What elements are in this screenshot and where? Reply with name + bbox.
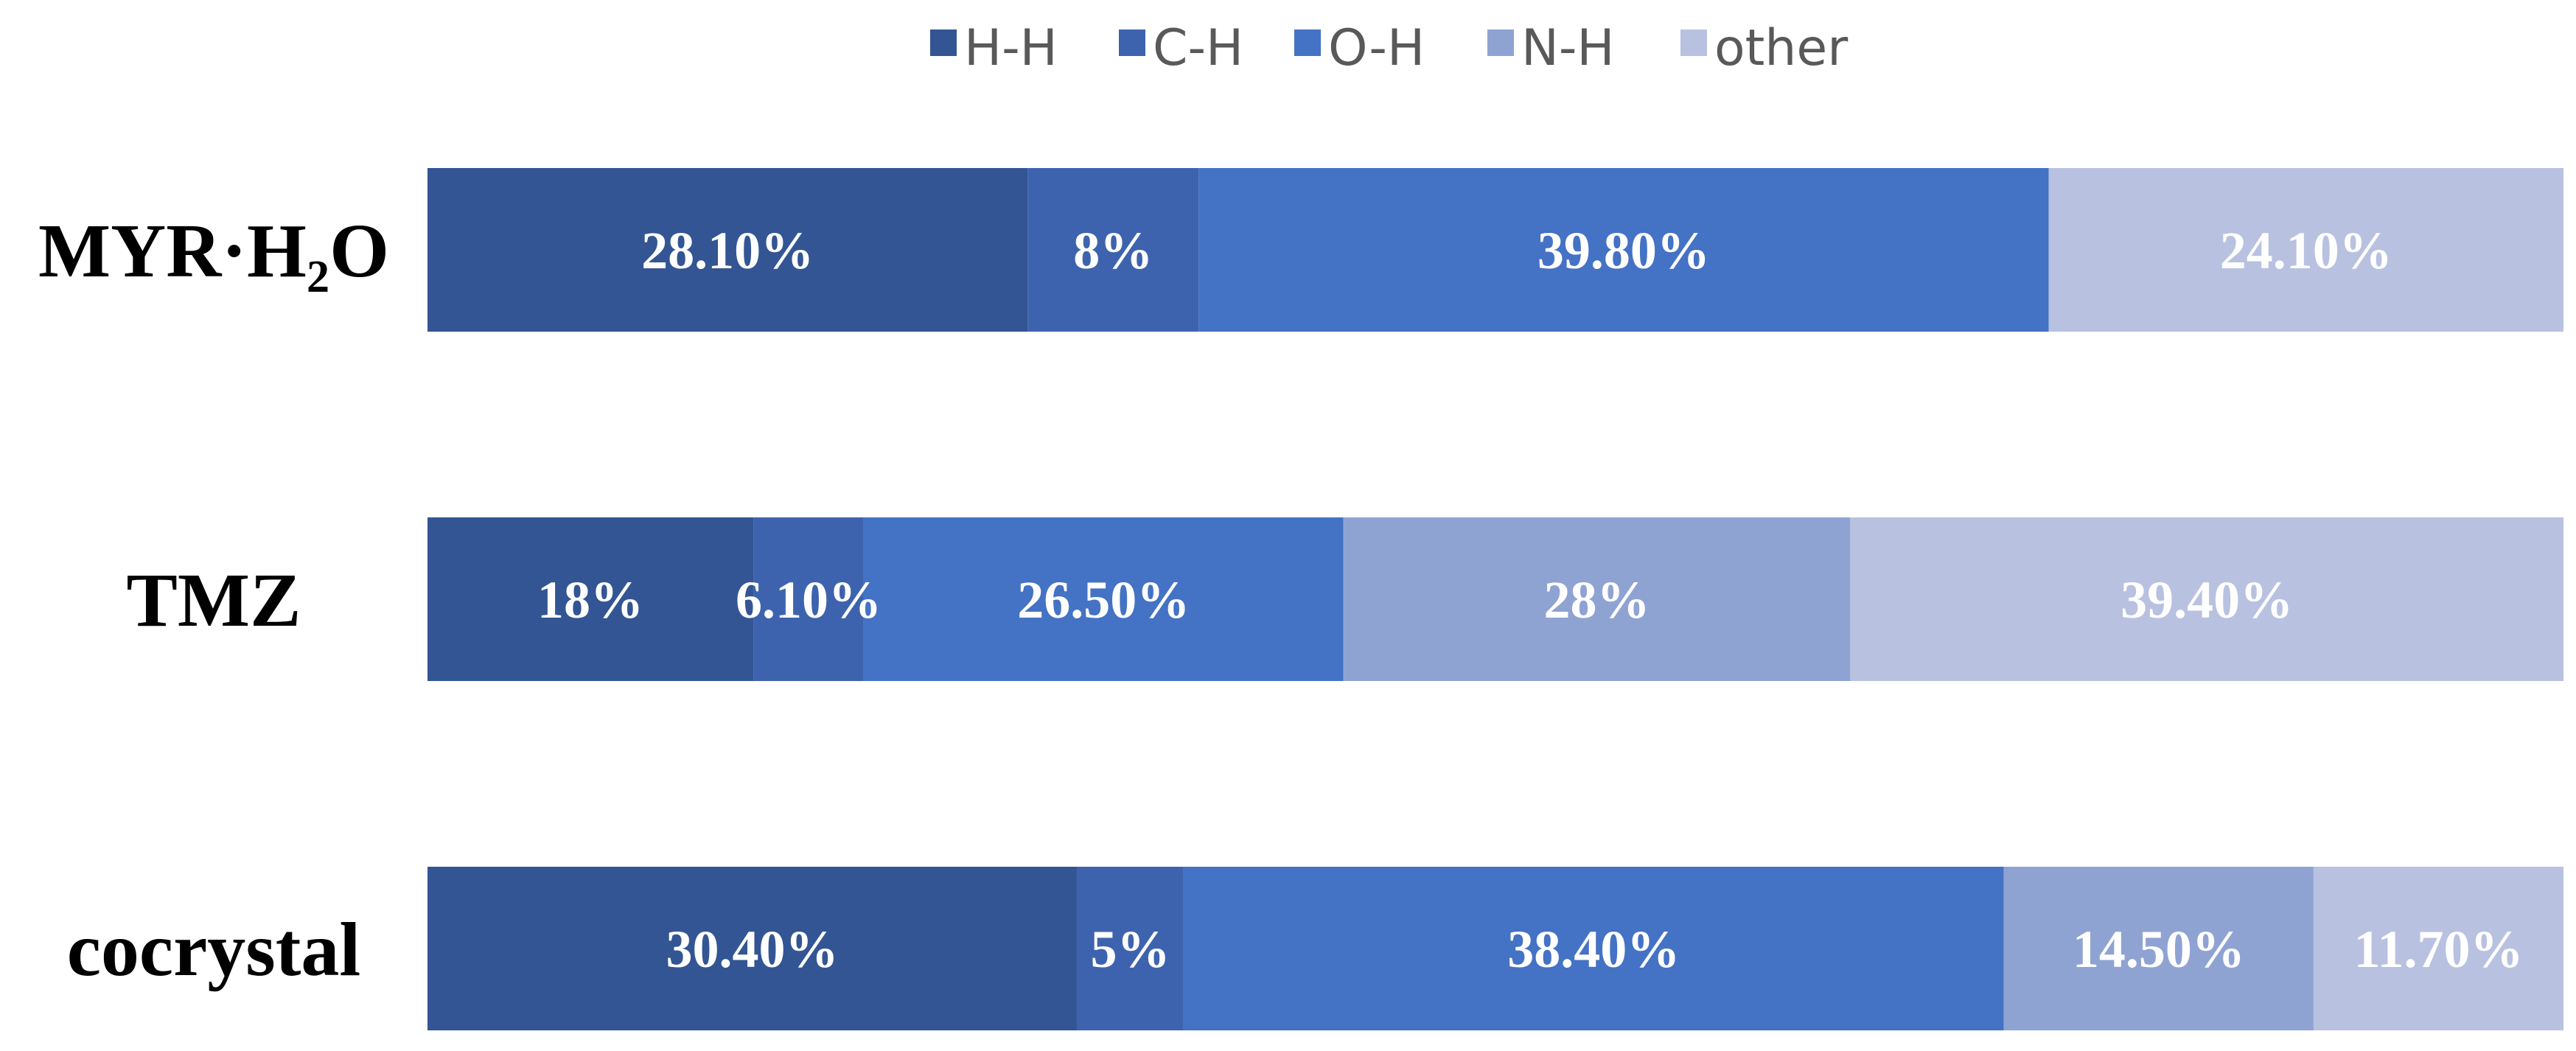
category-label-1: TMZ [127,558,301,643]
bar-segment-2-4 [2313,867,2563,1030]
data-label-2-2: 38.40% [1507,920,1680,979]
bar-segment-2-0 [427,867,1077,1030]
legend-label-1: C-H [1153,19,1243,77]
data-label-2-4: 11.70% [2353,920,2523,979]
data-label-2-0: 30.40% [666,920,838,979]
legend-swatch-1 [1119,29,1145,56]
data-labels: 28.10% 8% 39.80% 24.10% 18% 6.10% 26.50% 28% 39.… [537,221,2523,979]
bar-segment-0-2 [1198,168,2049,332]
bar-segment-1-1 [753,517,864,681]
data-label-1-0: 18% [537,570,643,629]
bar-segment-2-2 [1183,867,2004,1030]
bar-segment-0-4 [2048,168,2563,332]
data-label-2-1: 5% [1090,920,1170,979]
data-label-0-4: 24.10% [2220,221,2392,280]
legend: H-H C-H O-H N-H other [930,19,1848,77]
legend-swatch-3 [1487,29,1514,56]
bars [427,168,2563,1030]
legend-label-4: other [1714,19,1848,77]
data-label-0-2: 39.80% [1537,221,1710,280]
data-label-1-1: 6.10% [736,570,882,629]
bar-segment-0-1 [1027,168,1199,332]
bar-segment-1-3 [1343,517,1851,681]
bar-segment-1-0 [427,517,754,681]
data-label-2-3: 14.50% [2073,920,2245,979]
bar-segment-2-3 [2003,867,2314,1030]
bar-segment-1-4 [1850,517,2563,681]
data-label-0-1: 8% [1073,221,1153,280]
category-label-2: cocrystal [67,907,360,992]
data-label-0-0: 28.10% [641,221,814,280]
data-label-1-4: 39.40% [2121,570,2293,629]
legend-swatch-0 [930,29,957,56]
category-label-0: MYR·H₂O [38,209,389,293]
legend-label-0: H-H [964,19,1058,77]
legend-label-3: N-H [1521,19,1615,77]
legend-swatch-2 [1294,29,1321,56]
legend-swatch-4 [1680,29,1707,56]
data-label-1-2: 26.50% [1017,570,1190,629]
legend-label-2: O-H [1328,19,1425,77]
bar-segment-0-0 [427,168,1028,332]
data-label-1-3: 28% [1544,570,1650,629]
bar-segment-2-1 [1076,867,1184,1030]
category-labels: MYR·H₂O TMZ cocrystal [38,209,389,992]
bar-segment-1-2 [863,517,1344,681]
